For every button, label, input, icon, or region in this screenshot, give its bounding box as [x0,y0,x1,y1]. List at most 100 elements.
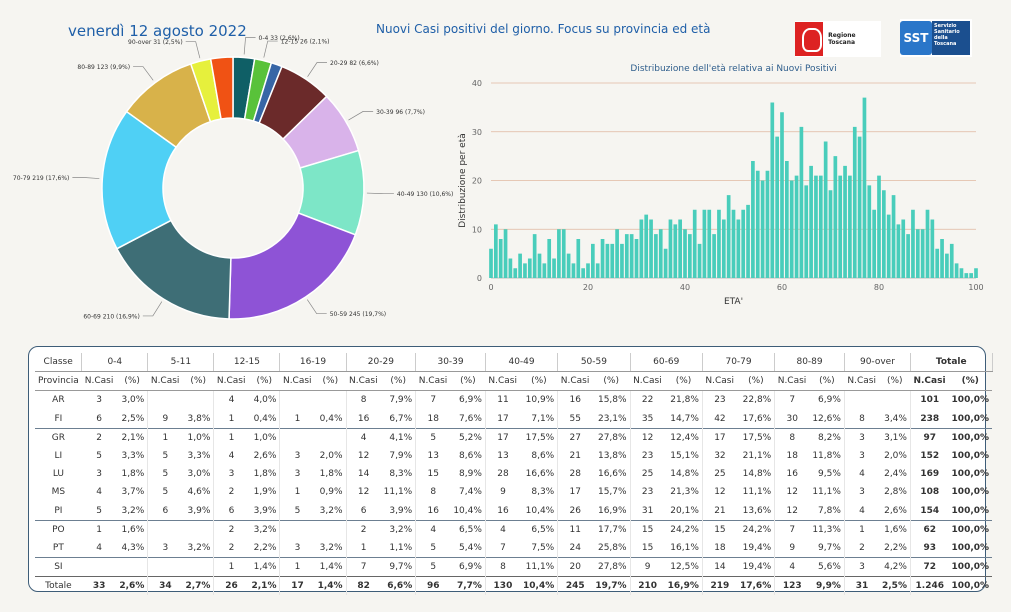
cell-ncasi: 3 [844,427,879,447]
cell-pct: 9,7% [380,557,417,577]
table-row: MS 4 3,7% 5 4,6% 2 1,9% 1 0,9% 12 11,1% 8 7,4% 9 8,3% 1… [35,483,992,502]
pie-leader-line [366,192,394,195]
cell-pct: 7,4% [450,483,486,502]
histogram-bar [624,234,629,278]
pie-leader-line [142,301,163,317]
histogram-bar [489,248,493,278]
cell-ncasi: 4 [96,487,102,498]
header-ncasi: N.Casi [844,371,879,392]
cell-ncasi: 7 [500,542,506,553]
header-group: 50-59 [557,353,631,373]
cell-pct: 7,9% [380,446,417,466]
pie-leader-line [263,40,278,58]
cell-ncasi: 3 [294,451,301,462]
header-group: 70-79 [702,353,776,373]
histogram-x-tick: 0 [488,283,493,292]
cell-total-ncasi: 154 [920,505,940,516]
histogram-bar [974,268,978,278]
histogram-bar [886,214,891,278]
table-row: PO 1 1,6% 2 3,2% 2 3,2% 4 6,5% 4 6,5% 11 17,7% 15 24,2… [35,519,993,539]
cell-pct: 4,2% [879,557,911,577]
cell-pct: 7,8% [809,501,845,521]
cell-pct [182,557,215,577]
cell-ncasi: 24 [569,542,581,553]
cell-pct: 15,7% [592,483,631,502]
histogram-bar [688,234,692,278]
header-pct: (%) [248,371,280,392]
cell-ncasi: 5 [162,469,169,480]
cell-pct: 14,8% [736,465,776,484]
pie-label-80-89: 80-89 123 (9,9%) [77,64,130,71]
cell-pct: 5,6% [809,557,845,577]
cell-pct: 3,2% [314,538,347,558]
histogram-bar [494,224,498,278]
histogram-bar [712,234,716,278]
cell-ncasi: 32 [714,451,726,462]
histogram-title: Distribuzione dell'età relativa ai Nuovi… [630,64,836,74]
cell-pct: 19,4% [736,538,776,558]
cell-pct [182,390,215,410]
cell-pct: 8,2% [809,427,845,447]
cell-pct: 1,4% [314,576,347,596]
header-ncasi: N.Casi [630,371,665,392]
header-group: 5-11 [147,353,215,373]
histogram-bar [663,248,668,278]
cell-pct: 1,8% [248,465,281,484]
cell-ncasi: 16 [357,413,370,424]
histogram-bar [547,239,552,278]
cell-ncasi: 3 [96,395,102,406]
histogram-bar [925,209,930,278]
histogram-bar [518,253,522,278]
cell-ncasi: 18 [714,542,726,553]
header-ncasi: N.Casi [557,371,593,392]
histogram-bar [542,263,547,278]
cell-ncasi: 27 [557,427,593,447]
cell-pct: 1,4% [314,557,347,577]
header-group: 30-39 [415,353,486,373]
histogram-bar [523,263,527,278]
histogram-bar [857,136,862,278]
cell-ncasi: 3 [294,542,301,553]
cell-pct: 6,9% [809,390,845,410]
table-row: PT 4 4,3% 3 3,2% 2 2,2% 3 3,2% 1 1,1% 5 5,4% 7 7,5% 24 2… [35,538,992,558]
cell-pct: 11,1% [736,483,776,502]
cell-pct: 9,5% [809,465,845,484]
cell-ncasi: 1 [294,413,301,424]
cell-pct: 13,6% [736,501,776,521]
header-ncasi: N.Casi [147,371,183,392]
cell-ncasi: 4 [228,451,235,462]
cell-pct [116,557,149,577]
cell-ncasi: 15 [641,542,654,553]
cell-ncasi [844,391,879,410]
cell-ncasi: 17 [485,427,520,447]
cell-pct: 27,8% [592,427,631,447]
cell-ncasi [279,519,315,539]
cell-pct: 27,8% [592,557,631,577]
cell-pct [314,390,347,410]
cell-total-pct: 100,0% [948,427,993,447]
cell-pct: 7,9% [380,390,417,410]
histogram-y-tick: 10 [472,225,482,234]
cell-pct: 3,9% [380,501,417,521]
sst-abbr: SST [900,21,932,55]
cell-pct: 6,6% [380,576,417,596]
header-pct: (%) [450,371,486,392]
histogram-bar [566,253,571,278]
cell-ncasi: 1 [228,413,235,424]
cell-pct: 5,4% [450,538,486,558]
cell-pct: 11,1% [809,483,845,502]
cell-ncasi: 5 [162,487,169,498]
cell-total-ncasi: 101 [920,395,940,406]
cell-ncasi: 3 [859,451,865,462]
cell-ncasi: 123 [774,576,810,596]
table-row: AR 3 3,0% 4 4,0% 8 7,9% 7 6,9% 11 10,9% 16 15,8% 22 21… [35,390,992,410]
table-row: GR 2 2,1% 1 1,0% 1 1,0% 4 4,1% 5 5,2% 17 17,5% 27 27,8… [35,427,993,447]
cell-total-pct: 100,0% [948,519,993,539]
histogram-bar [911,209,915,278]
histogram-x-tick: 60 [777,283,787,292]
cell-pct: 3,2% [116,501,149,521]
age-distribution-histogram: Distribuzione dell'età relativa ai Nuovi… [458,64,984,307]
cell-pct: 19,4% [736,557,776,577]
cell-total-pct: 100,0% [951,469,990,480]
header-ncasi: N.Casi [81,371,117,392]
